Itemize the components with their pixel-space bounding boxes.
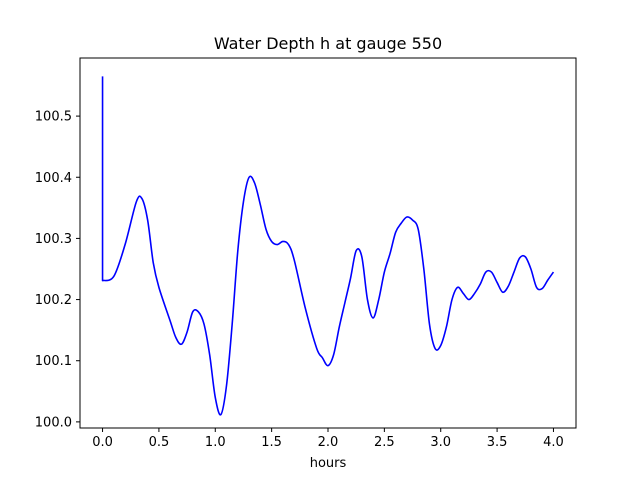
- y-tick-label: 100.4: [35, 171, 72, 186]
- x-tick-label: 0.0: [92, 435, 113, 450]
- y-tick-label: 100.3: [35, 232, 72, 247]
- x-axis-label: hours: [310, 456, 347, 471]
- series-layer: [101, 76, 555, 416]
- y-axis-ticks: 100.0 100.1 100.2 100.3 100.4 100.5: [35, 110, 80, 430]
- x-tick-label: 2.0: [318, 435, 339, 450]
- y-tick-label: 100.2: [35, 293, 72, 308]
- x-axis-ticks: 0.0 0.5 1.0 1.5 2.0 2.5 3.0 3.5 4.0: [92, 428, 564, 450]
- y-tick-label: 100.0: [35, 415, 72, 430]
- y-tick-label: 100.5: [35, 110, 72, 125]
- plot-area-frame: [79, 57, 577, 429]
- x-tick-label: 3.0: [430, 435, 451, 450]
- x-tick-label: 2.5: [374, 435, 395, 450]
- x-tick-label: 1.5: [261, 435, 282, 450]
- x-tick-label: 1.0: [205, 435, 226, 450]
- y-tick-label: 100.1: [35, 354, 72, 369]
- x-tick-label: 0.5: [149, 435, 170, 450]
- series-line: [101, 76, 555, 416]
- chart-title: Water Depth h at gauge 550: [214, 34, 442, 53]
- x-tick-label: 3.5: [487, 435, 508, 450]
- x-tick-label: 4.0: [543, 435, 564, 450]
